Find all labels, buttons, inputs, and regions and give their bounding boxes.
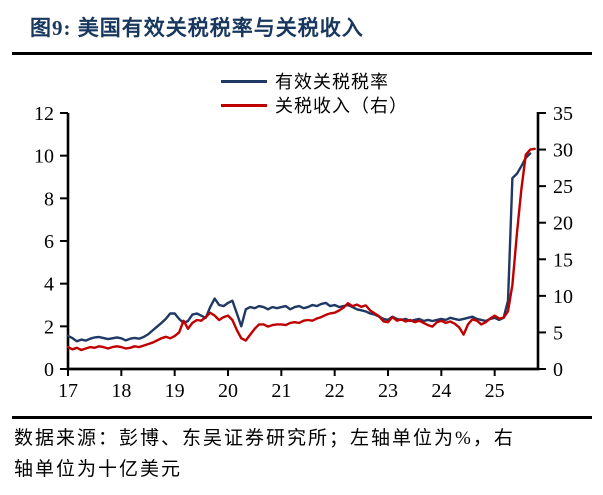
source-note-line2: 轴单位为十亿美元 <box>14 459 183 480</box>
left-axis-tick-label: 4 <box>44 274 54 296</box>
source-note-line1: 数据来源：彭博、东吴证券研究所；左轴单位为%，右 <box>14 428 515 449</box>
x-axis-tick-label: 24 <box>431 380 451 402</box>
left-axis-tick-label: 2 <box>44 316 54 338</box>
right-axis-tick-label: 35 <box>553 103 573 125</box>
x-axis-tick-label: 19 <box>165 380 185 402</box>
right-axis-tick-label: 30 <box>553 140 573 162</box>
x-axis-tick-label: 21 <box>271 380 291 402</box>
right-axis-tick-label: 25 <box>553 176 573 198</box>
left-axis-tick-label: 8 <box>44 188 54 210</box>
right-axis-tick-label: 20 <box>553 213 573 235</box>
rate-legend-label: 有效关税税率 <box>275 72 389 92</box>
revenue-legend-label: 关税收入（右） <box>275 96 408 116</box>
source-note: 数据来源：彭博、东吴证券研究所；左轴单位为%，右 轴单位为十亿美元 <box>14 423 515 485</box>
revenue-line <box>66 147 536 352</box>
x-axis-tick-label: 22 <box>325 380 345 402</box>
figure-title: 图9: 美国有效关税税率与关税收入 <box>30 16 364 40</box>
legend-item-rate: 有效关税税率 <box>221 69 408 93</box>
x-axis-tick-label: 23 <box>378 380 398 402</box>
legend-item-revenue: 关税收入（右） <box>221 93 408 117</box>
right-axis-tick-label: 0 <box>553 359 563 381</box>
bottom-divider <box>12 416 592 419</box>
right-axis-tick-label: 5 <box>553 322 563 344</box>
rate-line <box>66 152 532 343</box>
x-axis-tick-label: 20 <box>218 380 238 402</box>
left-axis-tick-label: 12 <box>34 103 54 125</box>
right-axis-tick-label: 15 <box>553 249 573 271</box>
left-axis-tick-label: 10 <box>34 146 54 168</box>
top-divider <box>12 52 592 55</box>
x-axis-tick-label: 17 <box>58 380 78 402</box>
rate-line-swatch <box>221 79 267 83</box>
left-axis-tick-label: 0 <box>44 359 54 381</box>
legend: 有效关税税率 关税收入（右） <box>221 69 408 117</box>
left-axis-tick-label: 6 <box>44 231 54 253</box>
right-axis-tick-label: 10 <box>553 286 573 308</box>
x-axis-tick-label: 18 <box>111 380 131 402</box>
x-axis-tick-label: 25 <box>485 380 505 402</box>
revenue-line-swatch <box>221 103 267 107</box>
